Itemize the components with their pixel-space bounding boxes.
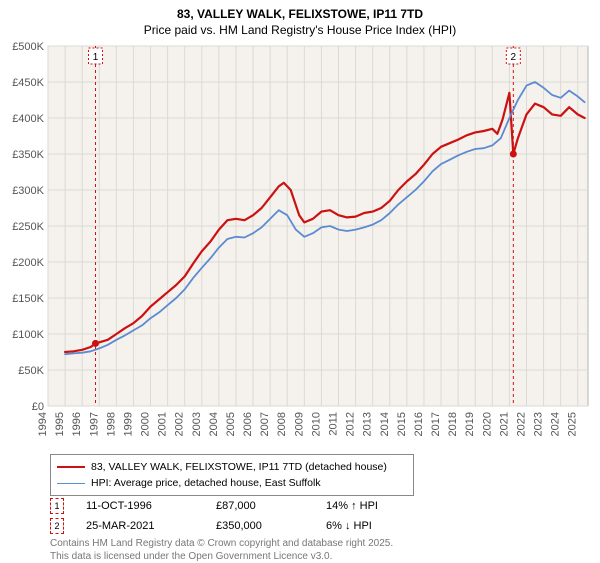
svg-text:1: 1 bbox=[93, 52, 99, 63]
legend-item: HPI: Average price, detached house, East… bbox=[57, 475, 407, 491]
svg-text:1999: 1999 bbox=[122, 412, 134, 436]
svg-text:2017: 2017 bbox=[430, 412, 442, 436]
svg-text:2018: 2018 bbox=[447, 412, 459, 436]
svg-text:£500K: £500K bbox=[12, 41, 44, 53]
svg-text:2024: 2024 bbox=[550, 412, 562, 436]
svg-text:£300K: £300K bbox=[12, 185, 44, 197]
svg-text:£350K: £350K bbox=[12, 149, 44, 161]
svg-text:2: 2 bbox=[511, 52, 517, 63]
svg-text:2008: 2008 bbox=[276, 412, 288, 436]
svg-text:2005: 2005 bbox=[225, 412, 237, 436]
event-row: 2 25-MAR-2021£350,0006% ↓ HPI bbox=[50, 516, 378, 536]
svg-text:2009: 2009 bbox=[293, 412, 305, 436]
svg-text:£400K: £400K bbox=[12, 113, 44, 125]
svg-text:2016: 2016 bbox=[413, 412, 425, 436]
svg-text:2025: 2025 bbox=[567, 412, 579, 436]
svg-text:£0: £0 bbox=[32, 401, 44, 413]
svg-text:2013: 2013 bbox=[362, 412, 374, 436]
svg-text:2011: 2011 bbox=[328, 412, 340, 436]
legend-swatch bbox=[57, 483, 85, 484]
footer-line1: Contains HM Land Registry data © Crown c… bbox=[50, 538, 393, 551]
svg-text:2020: 2020 bbox=[481, 412, 493, 436]
svg-text:2000: 2000 bbox=[140, 412, 152, 436]
svg-text:1996: 1996 bbox=[71, 412, 83, 436]
svg-text:£200K: £200K bbox=[12, 257, 44, 269]
svg-text:2001: 2001 bbox=[157, 412, 169, 436]
event-marker-icon: 2 bbox=[50, 518, 64, 534]
legend-item: 83, VALLEY WALK, FELIXSTOWE, IP11 7TD (d… bbox=[57, 459, 407, 475]
event-delta: 6% ↓ HPI bbox=[326, 520, 372, 532]
svg-text:2010: 2010 bbox=[310, 412, 322, 436]
svg-text:2014: 2014 bbox=[379, 412, 391, 436]
legend-swatch bbox=[57, 466, 85, 468]
event-marker-icon: 1 bbox=[50, 498, 64, 514]
footer-line2: This data is licensed under the Open Gov… bbox=[50, 551, 393, 563]
svg-text:2022: 2022 bbox=[515, 412, 527, 436]
svg-text:2006: 2006 bbox=[242, 412, 254, 436]
svg-text:2007: 2007 bbox=[259, 412, 271, 436]
event-price: £350,000 bbox=[216, 520, 326, 532]
footer-attribution: Contains HM Land Registry data © Crown c… bbox=[50, 538, 393, 563]
svg-text:£100K: £100K bbox=[12, 329, 44, 341]
event-row: 1 11-OCT-1996£87,00014% ↑ HPI bbox=[50, 496, 378, 516]
event-date: 11-OCT-1996 bbox=[86, 500, 216, 512]
svg-text:2023: 2023 bbox=[533, 412, 545, 436]
legend-label: HPI: Average price, detached house, East… bbox=[91, 477, 321, 489]
svg-text:2021: 2021 bbox=[498, 412, 510, 436]
svg-text:2004: 2004 bbox=[208, 412, 220, 436]
svg-text:2015: 2015 bbox=[396, 412, 408, 436]
svg-text:1995: 1995 bbox=[54, 412, 66, 436]
event-price: £87,000 bbox=[216, 500, 326, 512]
svg-text:£150K: £150K bbox=[12, 293, 44, 305]
svg-text:£250K: £250K bbox=[12, 221, 44, 233]
svg-text:£50K: £50K bbox=[18, 365, 44, 377]
svg-text:£450K: £450K bbox=[12, 77, 44, 89]
svg-text:1994: 1994 bbox=[37, 412, 49, 436]
chart-container: 83, VALLEY WALK, FELIXSTOWE, IP11 7TD Pr… bbox=[0, 0, 600, 560]
svg-text:1997: 1997 bbox=[88, 412, 100, 436]
svg-text:2002: 2002 bbox=[174, 412, 186, 436]
svg-text:2003: 2003 bbox=[191, 412, 203, 436]
svg-text:1998: 1998 bbox=[105, 412, 117, 436]
events-table: 1 11-OCT-1996£87,00014% ↑ HPI 2 25-MAR-2021… bbox=[50, 496, 378, 536]
legend-label: 83, VALLEY WALK, FELIXSTOWE, IP11 7TD (d… bbox=[91, 461, 387, 473]
svg-text:2012: 2012 bbox=[345, 412, 357, 436]
svg-text:2019: 2019 bbox=[464, 412, 476, 436]
event-delta: 14% ↑ HPI bbox=[326, 500, 378, 512]
legend-box: 83, VALLEY WALK, FELIXSTOWE, IP11 7TD (d… bbox=[50, 454, 414, 496]
event-date: 25-MAR-2021 bbox=[86, 520, 216, 532]
